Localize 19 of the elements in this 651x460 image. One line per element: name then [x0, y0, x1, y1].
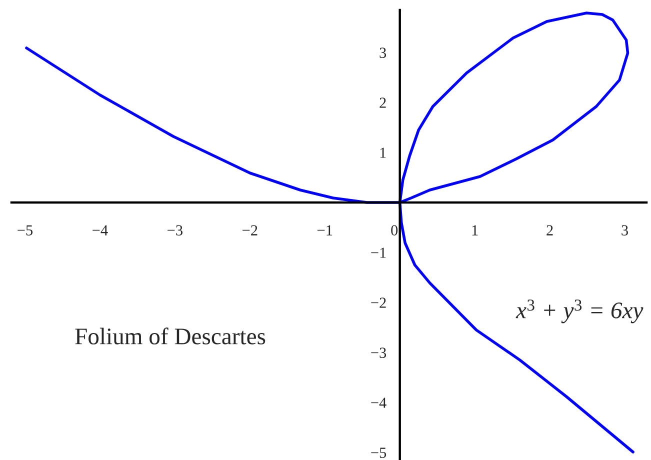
annotation: x$^{3}$ + y$^{3}$ = 6xy [516, 300, 644, 324]
x-tick-label: 2 [546, 225, 553, 236]
y-tick-label: 2 [380, 98, 386, 108]
x-tick-label: −5 [18, 225, 33, 236]
y-tick-label: −4 [371, 398, 386, 408]
y-tick-label: −3 [371, 348, 386, 358]
x-tick-label: 0 [391, 225, 398, 236]
x-tick-label: −2 [242, 225, 258, 236]
y-tick-label: −2 [371, 298, 386, 308]
y-tick-label: −1 [371, 248, 386, 258]
x-tick-label: −1 [318, 225, 332, 236]
y-tick-label: 1 [380, 148, 386, 158]
x-tick-label: −3 [168, 225, 182, 236]
x-tick-label: −4 [92, 225, 108, 236]
y-tick-label: 3 [380, 48, 386, 58]
annotation: Folium of Descartes [75, 328, 266, 344]
y-tick-label: −5 [371, 448, 386, 458]
x-tick-label: 3 [622, 225, 628, 236]
x-tick-label: 1 [472, 225, 478, 236]
